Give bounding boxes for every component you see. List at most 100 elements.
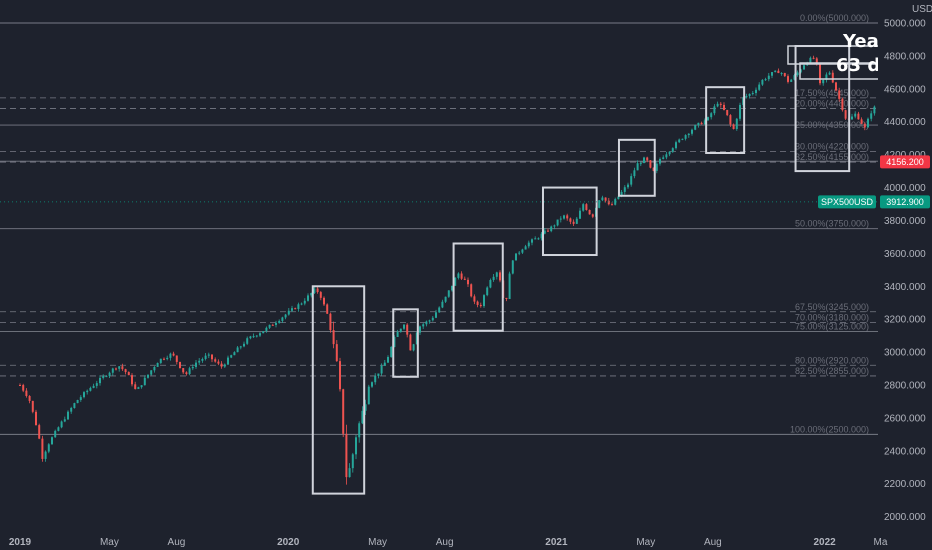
candle-body-162	[537, 238, 540, 240]
candle-body-46	[166, 357, 169, 360]
candle-body-138	[460, 273, 463, 279]
candle-body-238	[780, 73, 783, 75]
candle-body-173	[572, 221, 575, 224]
fib-label-9: 75.00%(3125.000)	[795, 322, 869, 332]
fib-label-11: 82.50%(2855.000)	[795, 366, 869, 376]
candle-body-41	[150, 370, 153, 375]
candle-body-134	[447, 290, 450, 297]
candle-body-49	[175, 355, 178, 362]
candle-body-78	[268, 324, 271, 328]
candle-body-130	[435, 312, 437, 318]
candle-body-127	[425, 321, 428, 325]
candle-body-146	[486, 287, 489, 296]
candle-body-256	[838, 90, 841, 99]
fib-retracement[interactable]: 0.00%(5000.000) 17.50%(4545.000)20.00%(44…	[0, 13, 878, 434]
candle-body-131	[438, 307, 441, 313]
candle-body-119	[399, 328, 402, 332]
candle-body-167	[553, 225, 556, 227]
fib-label-8: 70.00%(3180.000)	[795, 312, 869, 322]
highlight-box-3[interactable]	[541, 186, 598, 257]
candle-body-236	[774, 70, 777, 73]
candle-body-199	[655, 163, 658, 171]
fib-label-0: 0.00%(5000.000)	[800, 13, 869, 23]
time-tick-4: May	[368, 537, 387, 548]
candle-body-247	[809, 57, 812, 63]
candle-body-174	[575, 218, 578, 224]
candle-body-24	[95, 383, 98, 386]
time-tick-3: 2020	[277, 537, 300, 548]
candle-body-170	[563, 215, 565, 219]
candle-body-35	[131, 375, 133, 385]
last-price-value: 4156.200	[886, 157, 924, 167]
candle-body-83	[284, 314, 287, 318]
candle-body-70	[243, 343, 245, 347]
date-range-annotation[interactable]: Yea 63 d	[787, 31, 881, 80]
candle-body-60	[211, 354, 213, 360]
candle-body-153	[508, 273, 511, 299]
candle-body-8	[44, 451, 47, 459]
candle-body-175	[579, 210, 581, 219]
highlight-box-2[interactable]	[452, 242, 504, 332]
candle-body-72	[249, 336, 252, 339]
candle-body-254	[831, 72, 834, 83]
candle-body-43	[156, 362, 159, 367]
candle-body-242	[793, 75, 796, 80]
time-axis[interactable]: 2019 May Aug 2020 May Aug 2021 May Aug 2022 Ma	[9, 537, 888, 548]
candle-body-109	[367, 386, 370, 405]
candle-body-34	[127, 372, 130, 376]
candle-body-252	[825, 74, 828, 80]
candle-body-38	[140, 385, 143, 388]
candle-body-44	[159, 358, 162, 363]
candle-body-241	[790, 79, 793, 82]
fib-label-10: 80.00%(2920.000)	[795, 355, 869, 365]
candle-body-176	[582, 204, 585, 211]
candle-body-230	[755, 89, 757, 94]
highlight-box-0[interactable]	[311, 285, 366, 495]
candle-body-133	[444, 296, 447, 302]
time-tick-5: Aug	[436, 537, 454, 548]
candle-body-135	[451, 285, 453, 291]
candle-body-200	[659, 158, 661, 164]
fib-label-2: 20.00%(4480.000)	[795, 99, 869, 109]
candle-body-198	[652, 167, 655, 171]
candle-body-188	[620, 191, 623, 197]
candle-body-159	[527, 242, 530, 247]
time-tick-0: 2019	[9, 537, 32, 548]
candle-body-187	[617, 196, 620, 200]
candle-body-210	[691, 129, 693, 134]
candle-body-124	[415, 332, 418, 345]
candle-body-160	[531, 239, 533, 243]
candle-body-208	[684, 135, 687, 139]
candle-body-267	[873, 106, 876, 114]
symbol-name-tag-bg	[818, 195, 876, 209]
candle-body-67	[233, 352, 236, 356]
candle-body-156	[518, 252, 521, 254]
candle-body-253	[828, 72, 831, 75]
candle-body-149	[495, 272, 498, 277]
fib-label-1: 17.50%(4545.000)	[795, 88, 869, 98]
candle-body-193	[636, 163, 639, 171]
highlight-box-4[interactable]	[617, 138, 656, 197]
annotation-line1: Yea	[842, 31, 879, 52]
highlight-box-1[interactable]	[392, 308, 419, 378]
highlight-box-5[interactable]	[705, 86, 746, 154]
candle-body-237	[777, 70, 780, 74]
candle-body-235	[771, 72, 773, 76]
candle-body-48	[172, 353, 175, 356]
price-axis[interactable]: 5000.0004800.0004600.0004400.0004200.000…	[884, 19, 926, 524]
candle-body-189	[623, 187, 626, 192]
fib-label-7: 67.50%(3245.000)	[795, 302, 869, 312]
candle-body-205	[675, 142, 677, 149]
candle-body-260	[851, 116, 853, 120]
price-tick-3: 4400.000	[884, 117, 926, 128]
time-tick-2: Aug	[168, 537, 186, 548]
candle-body-194	[639, 163, 642, 165]
candle-body-1	[22, 385, 25, 391]
candle-body-145	[483, 295, 485, 307]
time-axis-panel	[0, 530, 932, 550]
candle-body-182	[601, 197, 604, 201]
candle-body-9	[47, 444, 50, 452]
candle-body-94	[319, 292, 322, 298]
price-tick-6: 3800.000	[884, 216, 926, 227]
